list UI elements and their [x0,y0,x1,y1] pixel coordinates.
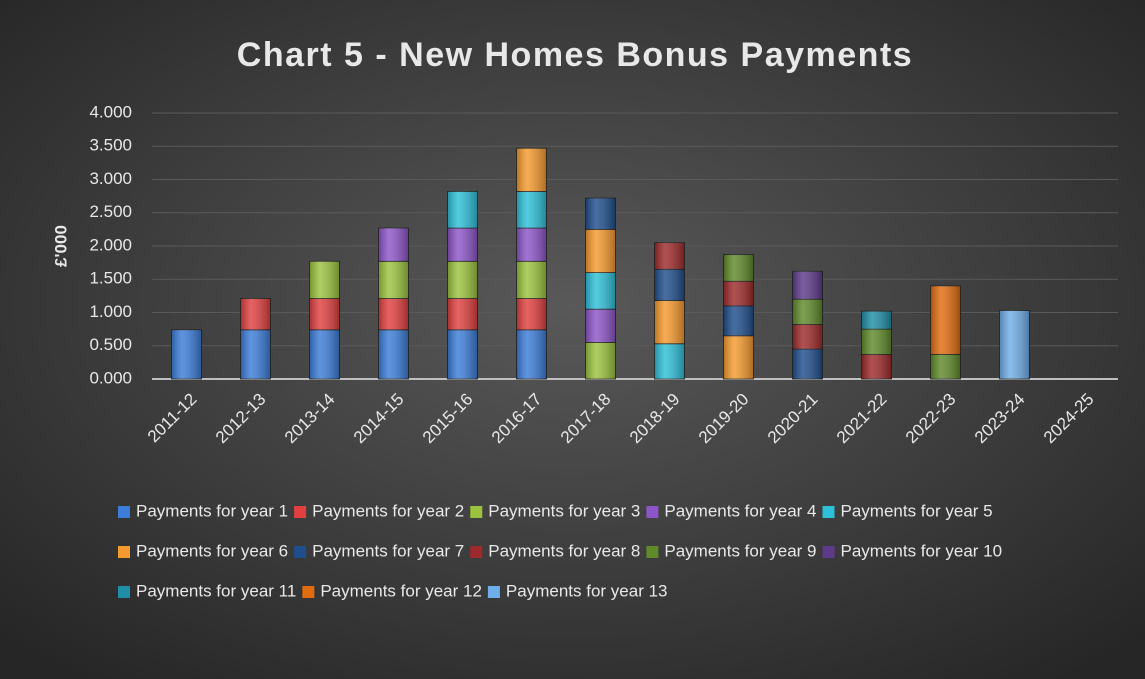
legend-swatch [118,586,130,598]
legend-swatch [302,586,315,598]
legend-item: Payments for year 8 [470,541,640,560]
legend-label: Payments for year 4 [664,501,816,520]
legend-label: Payments for year 12 [320,581,482,600]
bar-shade [516,228,547,262]
legend-label: Payments for year 10 [841,541,1003,560]
legend-label: Payments for year 5 [841,501,993,520]
y-tick-label: 3.500 [89,136,132,155]
legend-label: Payments for year 7 [312,541,464,560]
legend-swatch [294,546,307,558]
bar-shade [723,281,754,306]
bar-shade [792,299,823,325]
legend-swatch [822,546,835,558]
legend-label: Payments for year 8 [488,541,640,560]
legend-swatch [294,506,307,518]
bar-shade [378,298,409,330]
bar-shade [516,329,547,379]
y-axis-label: £'000 [51,225,70,267]
legend-swatch [487,586,500,598]
y-tick-label: 2.500 [89,202,132,221]
bar-shade [447,191,478,229]
bar-shade [378,228,409,262]
y-tick-label: 1.000 [89,302,132,321]
bar-shade [654,242,685,270]
legend-item: Payments for year 9 [646,541,817,560]
y-tick-label: 3.000 [89,169,132,188]
legend-label: Payments for year 6 [136,541,288,560]
bar-shade [447,261,478,299]
legend-swatch [118,546,130,558]
bar-shade [792,271,823,300]
legend-swatch [118,506,130,518]
bar-shade [999,310,1030,379]
legend-item: Payments for year 12 [302,581,482,600]
bar-shade [447,228,478,262]
bar-shade [723,254,754,282]
bar-shade [861,354,892,379]
legend-item: Payments for year 13 [487,581,668,600]
bar-shade [792,349,823,379]
legend-item: Payments for year 1 [118,501,288,520]
bar-shade [723,335,754,379]
bar-shade [585,309,616,343]
bar-shade [861,329,892,355]
bar-shade [585,342,616,379]
bar-shade [378,329,409,379]
legend-label: Payments for year 13 [506,581,668,600]
bar-shade [930,285,961,355]
legend-label: Payments for year 3 [488,501,640,520]
bar-shade [654,269,685,301]
bar-shade [654,300,685,344]
legend-swatch [646,546,659,558]
y-tick-label: 4.000 [89,102,132,121]
bar-shade [240,298,271,330]
bar-shade [585,272,616,310]
legend-item: Payments for year 4 [646,501,817,520]
legend-item: Payments for year 6 [118,541,288,560]
legend-label: Payments for year 9 [664,541,816,560]
bar-shade [654,343,685,379]
bar-shade [309,329,340,379]
bar-shade [516,261,547,299]
bar-shade [309,298,340,330]
legend-label: Payments for year 2 [312,501,464,520]
y-tick-label: 2.000 [89,235,132,254]
bar-shade [516,191,547,229]
legend-swatch [646,506,659,518]
bar-shade [930,354,961,379]
chart-title: Chart 5 - New Homes Bonus Payments [237,36,913,74]
bar-shade [861,311,892,330]
legend-item: Payments for year 2 [294,501,464,520]
legend-swatch [470,506,483,518]
legend-item: Payments for year 10 [822,541,1003,560]
y-tick-label: 0.000 [89,368,132,387]
legend-item: Payments for year 3 [470,501,640,520]
bar-shade [447,329,478,379]
bar-shade [723,305,754,336]
legend-swatch [470,546,483,558]
bar-shade [240,329,271,379]
bar-shade [516,148,547,192]
legend-item: Payments for year 11 [118,581,296,600]
y-tick-label: 1.500 [89,269,132,288]
bar-shade [309,261,340,299]
legend-item: Payments for year 7 [294,541,464,560]
bar-shade [447,298,478,330]
legend-label: Payments for year 1 [136,501,288,520]
legend-label: Payments for year 11 [136,581,296,600]
legend-item: Payments for year 5 [822,501,993,520]
bar-shade [516,298,547,330]
y-tick-label: 0.500 [89,335,132,354]
bar-shade [792,324,823,350]
bar-shade [378,261,409,299]
legend-swatch [822,506,835,518]
bar-shade [585,198,616,230]
bar-shade [171,329,202,379]
bar-shade [585,229,616,273]
